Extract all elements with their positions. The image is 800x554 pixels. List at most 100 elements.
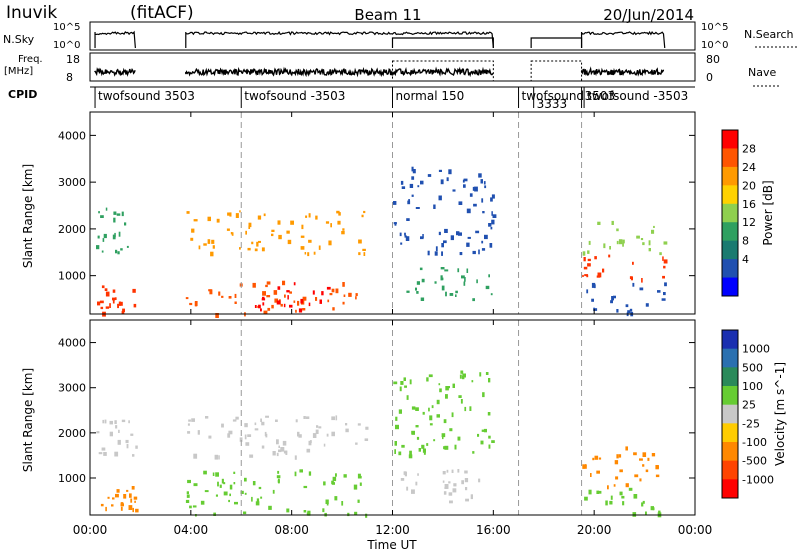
- data-cell: [293, 282, 296, 286]
- data-cell: [318, 426, 322, 429]
- data-cell: [663, 292, 666, 296]
- data-cell: [323, 481, 326, 486]
- data-cell: [443, 446, 445, 450]
- data-cell: [587, 258, 591, 262]
- data-cell: [488, 378, 491, 383]
- data-cell: [426, 443, 429, 446]
- data-cell: [300, 246, 305, 250]
- colorbar-frame: [721, 329, 739, 499]
- data-cell: [254, 305, 257, 308]
- data-cell: [434, 281, 437, 284]
- data-cell: [664, 282, 667, 287]
- freq-top-tick: 18: [66, 53, 80, 66]
- data-cell: [598, 490, 602, 494]
- data-cell: [472, 451, 475, 454]
- data-cell: [267, 307, 271, 311]
- y-tick-label: 4000: [58, 129, 86, 142]
- data-cell: [480, 440, 484, 445]
- data-cell: [411, 166, 414, 172]
- data-cell: [287, 295, 289, 300]
- data-cell: [491, 211, 493, 216]
- data-cell: [588, 489, 592, 495]
- data-cell: [642, 242, 645, 246]
- data-cell: [628, 487, 633, 491]
- nsky-trace: [94, 30, 666, 49]
- data-cell: [415, 207, 420, 209]
- freq-panel: Freq. [MHz] 18 8 80 0 Nave: [4, 52, 780, 87]
- y-tick-label: 4000: [58, 337, 86, 350]
- data-cell: [594, 308, 598, 311]
- data-cell: [417, 473, 419, 476]
- data-cell: [594, 455, 599, 460]
- data-cell: [126, 444, 129, 449]
- data-cell: [115, 493, 119, 498]
- data-cell: [251, 241, 254, 245]
- data-cell: [188, 419, 191, 422]
- power-colorbar: Power [dB] 28 24 20 16 12 8 4: [721, 129, 775, 297]
- data-cell: [355, 293, 358, 297]
- data-cell: [362, 248, 366, 251]
- data-cell: [438, 169, 442, 172]
- data-cell: [326, 286, 331, 290]
- data-cell: [262, 291, 266, 296]
- data-cell: [128, 420, 130, 424]
- data-cell: [271, 229, 275, 232]
- data-cell: [463, 184, 466, 188]
- data-cell: [359, 475, 362, 479]
- scatter-region: [584, 487, 662, 518]
- data-cell: [261, 298, 266, 301]
- data-cell: [632, 261, 634, 265]
- data-cell: [642, 452, 647, 457]
- data-cell: [260, 308, 262, 312]
- data-cell: [357, 499, 360, 503]
- data-cell: [254, 422, 257, 426]
- data-cell: [276, 300, 281, 305]
- data-cell: [261, 247, 265, 252]
- data-cell: [285, 450, 288, 455]
- data-cell: [452, 189, 456, 192]
- data-cell: [193, 219, 198, 222]
- data-cell: [439, 388, 442, 393]
- data-cell: [488, 223, 492, 227]
- data-cell: [453, 483, 457, 487]
- power-colorbar-label: Power [dB]: [761, 180, 775, 245]
- data-cell: [365, 513, 368, 518]
- data-cell: [234, 293, 237, 298]
- data-cell: [625, 304, 629, 308]
- data-cell: [227, 433, 231, 438]
- data-cell: [186, 211, 190, 214]
- data-cell: [609, 246, 611, 250]
- data-cell: [341, 231, 345, 235]
- data-cell: [633, 494, 638, 499]
- data-cell: [594, 256, 597, 260]
- data-cell: [471, 380, 474, 383]
- data-cell: [591, 298, 594, 302]
- data-cell: [427, 174, 432, 177]
- data-cell: [221, 478, 224, 484]
- data-cell: [361, 214, 364, 218]
- data-cell: [313, 251, 316, 255]
- data-cell: [203, 243, 207, 246]
- scatter-region: [100, 486, 139, 513]
- data-cell: [445, 291, 447, 297]
- colorbar-swatch: [722, 460, 738, 480]
- data-cell: [622, 239, 625, 244]
- data-cell: [621, 495, 625, 499]
- data-cell: [297, 300, 300, 306]
- freq-label-2: [MHz]: [4, 66, 33, 77]
- data-cell: [647, 457, 650, 461]
- data-cell: [272, 451, 276, 456]
- colorbar-tick-label: -25: [742, 417, 760, 430]
- data-cell: [452, 383, 455, 388]
- data-cell: [287, 239, 292, 245]
- data-cell: [616, 228, 619, 232]
- data-cell: [408, 199, 410, 202]
- data-cell: [416, 281, 420, 285]
- data-cell: [125, 439, 129, 444]
- data-cell: [645, 511, 647, 515]
- data-cell: [663, 259, 668, 264]
- data-cell: [115, 249, 118, 254]
- data-cell: [444, 484, 449, 489]
- data-cell: [343, 294, 346, 297]
- data-cell: [186, 494, 190, 498]
